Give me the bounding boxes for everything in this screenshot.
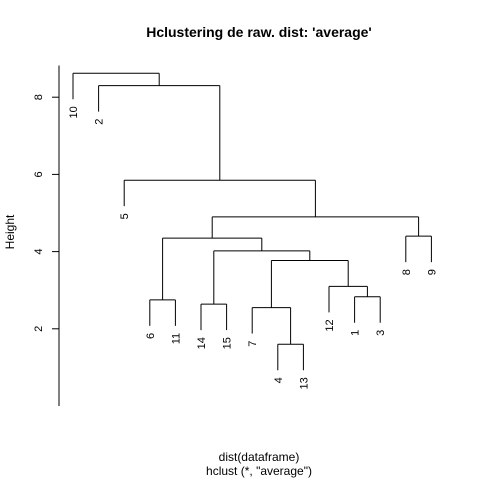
leaf-label: 5 <box>119 213 131 219</box>
y-tick-label: 8 <box>33 94 45 100</box>
leaf-label: 1 <box>350 330 362 336</box>
leaf-label: 11 <box>170 333 182 344</box>
leaf-label: 13 <box>298 377 310 389</box>
leaf-label: 8 <box>401 269 413 275</box>
leaf-label: 15 <box>222 337 234 349</box>
dendrogram-links <box>72 72 432 371</box>
leaf-label: 7 <box>247 341 259 347</box>
leaf-label: 2 <box>94 119 106 125</box>
y-tick-label: 4 <box>33 249 45 255</box>
y-axis-label: Height <box>3 214 17 249</box>
y-tick-label: 2 <box>33 326 45 332</box>
chart-title: Hclustering de raw. dist: 'average' <box>146 24 372 40</box>
leaf-label: 6 <box>145 333 157 339</box>
leaf-label: 4 <box>273 377 285 383</box>
leaf-label: 9 <box>426 269 438 275</box>
leaf-label: 10 <box>68 106 80 118</box>
leaf-label: 14 <box>196 337 208 349</box>
subtitle: hclust (*, "average") <box>206 464 312 478</box>
y-axis: 2 4 6 8 <box>33 65 60 406</box>
leaf-label: 3 <box>375 330 387 336</box>
leaf-label: 12 <box>324 319 336 331</box>
y-tick-label: 6 <box>33 171 45 177</box>
x-axis-label: dist(dataframe) <box>219 450 300 464</box>
